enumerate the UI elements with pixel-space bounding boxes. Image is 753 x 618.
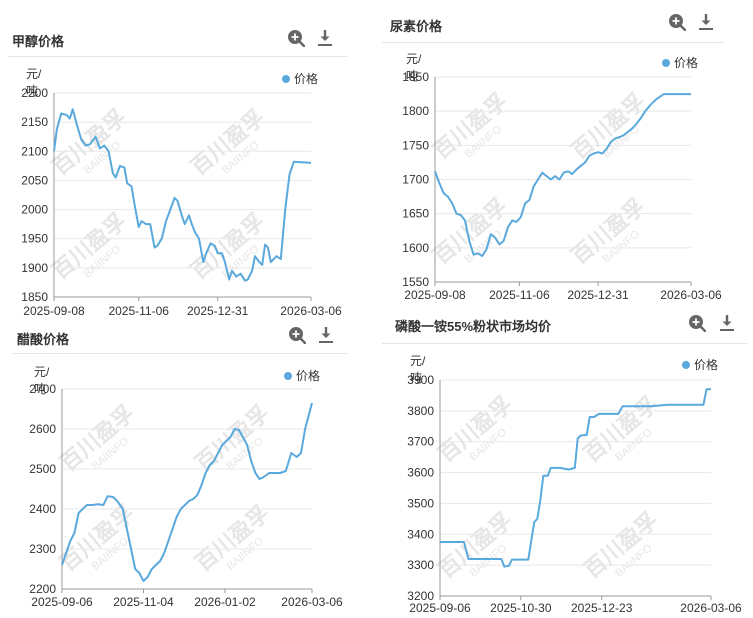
- x-tick-label: 2026-03-06: [660, 288, 722, 302]
- y-tick-label: 2700: [29, 382, 56, 396]
- x-tick-label: 2025-11-04: [113, 595, 174, 609]
- x-tick-label: 2025-11-06: [489, 288, 550, 302]
- zoom-icon[interactable]: [287, 29, 306, 48]
- series-line: [53, 108, 312, 282]
- y-tick-label: 1750: [402, 138, 429, 152]
- download-icon[interactable]: [317, 326, 335, 344]
- unit-label: 元/吨: [34, 365, 50, 396]
- x-tick-label: 2026-01-02: [194, 595, 256, 609]
- legend-label: 价格: [296, 369, 321, 383]
- legend-marker: [284, 372, 292, 380]
- legend: 价格: [662, 54, 698, 71]
- y-tick-label: 1850: [21, 290, 48, 304]
- y-tick-label: 2600: [29, 422, 56, 436]
- legend: 价格: [282, 70, 318, 87]
- legend-marker: [662, 59, 670, 67]
- series-line: [61, 402, 313, 582]
- y-tick-label: 3600: [407, 466, 434, 480]
- x-tick-label: 2026-03-06: [281, 595, 343, 609]
- x-tick-label: 2026-03-06: [280, 304, 342, 318]
- y-tick-label: 2100: [21, 144, 48, 158]
- y-tick-label: 3200: [407, 589, 434, 603]
- chart-title: 甲醇价格: [12, 34, 65, 49]
- x-tick-label: 2025-12-31: [187, 304, 249, 318]
- y-tick-label: 2300: [29, 542, 56, 556]
- y-tick-label: 1950: [21, 232, 48, 246]
- unit-label: 元/吨: [26, 67, 42, 98]
- title-divider: [382, 343, 748, 344]
- x-tick-label: 2026-03-06: [680, 601, 742, 615]
- y-tick-label: 2050: [21, 173, 48, 187]
- series-line: [440, 388, 711, 568]
- legend-label: 价格: [674, 56, 699, 70]
- x-tick-label: 2025-12-23: [571, 601, 633, 615]
- y-tick-label: 3900: [407, 373, 434, 387]
- legend-marker: [282, 75, 290, 83]
- unit-label: 元/吨: [406, 52, 422, 83]
- download-icon[interactable]: [718, 314, 736, 332]
- y-tick-label: 2200: [21, 86, 48, 100]
- title-divider: [382, 42, 724, 43]
- x-tick-label: 2025-12-31: [567, 288, 629, 302]
- title-divider: [8, 56, 348, 57]
- y-tick-label: 1800: [402, 104, 429, 118]
- chart-title: 醋酸价格: [17, 332, 70, 347]
- y-tick-label: 3500: [407, 496, 434, 510]
- series-line: [434, 93, 691, 257]
- y-tick-label: 2150: [21, 115, 48, 129]
- y-tick-label: 1850: [402, 70, 429, 84]
- y-tick-label: 2200: [29, 582, 56, 596]
- x-tick-label: 2025-09-08: [23, 304, 85, 318]
- legend-label: 价格: [694, 358, 719, 372]
- y-tick-label: 2000: [21, 203, 48, 217]
- y-tick-label: 2500: [29, 462, 56, 476]
- zoom-icon[interactable]: [668, 13, 687, 32]
- unit-label: 元/吨: [410, 354, 426, 385]
- zoom-icon[interactable]: [688, 314, 707, 333]
- y-tick-label: 2400: [29, 502, 56, 516]
- legend: 价格: [682, 356, 718, 373]
- legend-marker: [682, 361, 690, 369]
- x-tick-label: 2025-09-08: [404, 288, 466, 302]
- y-tick-label: 1550: [402, 275, 429, 289]
- legend-label: 价格: [294, 72, 319, 86]
- x-tick-label: 2025-11-06: [108, 304, 169, 318]
- y-tick-label: 1650: [402, 207, 429, 221]
- title-divider: [12, 353, 348, 354]
- chart-title: 磷酸一铵55%粉状市场均价: [395, 319, 552, 334]
- y-tick-label: 3800: [407, 404, 434, 418]
- x-tick-label: 2025-09-06: [31, 595, 93, 609]
- legend: 价格: [284, 367, 320, 384]
- x-tick-label: 2025-09-06: [409, 601, 471, 615]
- y-tick-label: 3300: [407, 558, 434, 572]
- y-tick-label: 1900: [21, 261, 48, 275]
- y-tick-label: 3700: [407, 435, 434, 449]
- y-tick-label: 3400: [407, 527, 434, 541]
- y-tick-label: 1600: [402, 241, 429, 255]
- x-tick-label: 2025-10-30: [490, 601, 552, 615]
- zoom-icon[interactable]: [288, 326, 307, 345]
- download-icon[interactable]: [697, 13, 715, 31]
- download-icon[interactable]: [316, 29, 334, 47]
- y-tick-label: 1700: [402, 173, 429, 187]
- chart-title: 尿素价格: [390, 19, 443, 34]
